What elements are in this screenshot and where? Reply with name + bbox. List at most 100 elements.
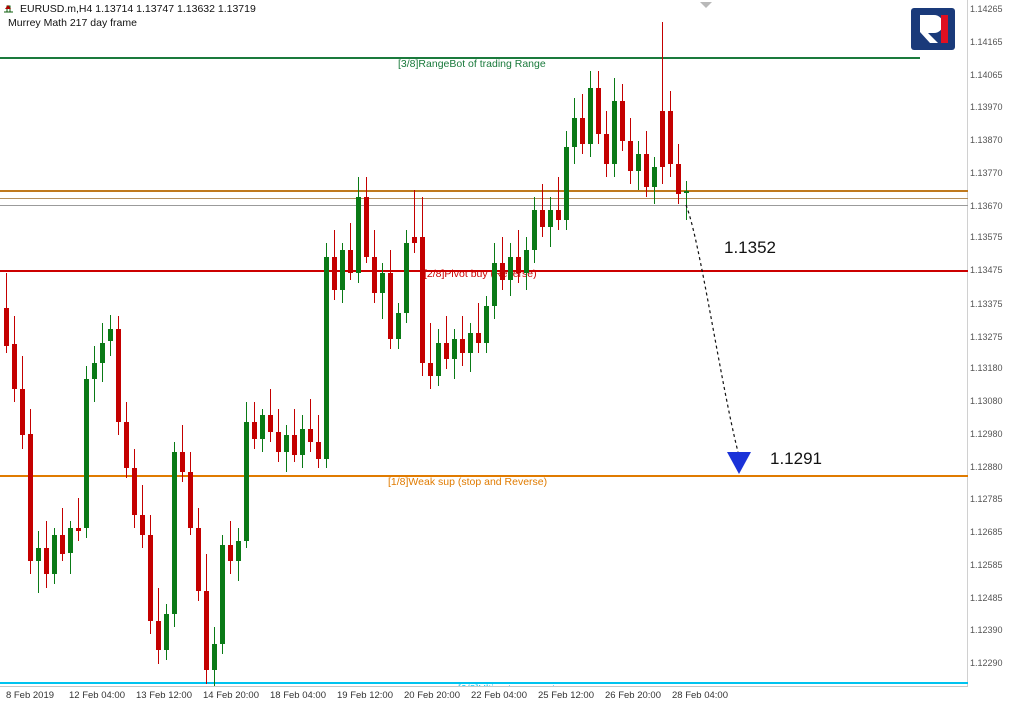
candle-body	[684, 190, 689, 193]
price-axis-tick: 1.12290	[970, 657, 1003, 668]
price-axis-tick: 1.13575	[970, 232, 1003, 243]
candle-body	[660, 110, 665, 168]
candle-body	[548, 210, 553, 227]
candle-body	[108, 329, 113, 341]
price-axis-tick: 1.12980	[970, 429, 1003, 440]
candle-body	[204, 590, 209, 671]
time-axis-tick: 8 Feb 2019	[5, 690, 55, 701]
level-label-weak-support: [1/8]Weak sup (stop and Reverse)	[388, 476, 548, 488]
symbol-icon	[4, 5, 13, 13]
price-axis-tick: 1.12485	[970, 593, 1003, 604]
candle-body	[364, 197, 369, 257]
level-line-weak-support	[0, 475, 968, 477]
candle-body	[492, 263, 497, 307]
chart-header: EURUSD.m,H4 1.13714 1.13747 1.13632 1.13…	[0, 0, 968, 30]
candle-body	[572, 117, 577, 148]
candle-body	[92, 362, 97, 380]
indicator-name-line: Murrey Math 217 day frame	[8, 17, 137, 29]
candle-body	[508, 256, 513, 280]
candle-body	[36, 547, 41, 562]
candle-wick	[318, 415, 319, 469]
candle-body	[484, 306, 489, 343]
candle-body	[460, 339, 465, 353]
candle-wick	[478, 302, 479, 353]
candle-wick	[662, 21, 663, 184]
price-axis-tick: 1.13275	[970, 331, 1003, 342]
symbol-quote-line: EURUSD.m,H4 1.13714 1.13747 1.13632 1.13…	[20, 3, 256, 15]
candle-body	[260, 415, 265, 439]
price-axis-tick: 1.12685	[970, 526, 1003, 537]
candle-body	[316, 441, 321, 459]
candle-wick	[414, 190, 415, 254]
candle-wick	[558, 177, 559, 231]
candle-body	[268, 415, 273, 433]
price-axis-tick: 1.13180	[970, 363, 1003, 374]
candle-wick	[310, 398, 311, 452]
candle-body	[388, 273, 393, 340]
candle-body	[556, 210, 561, 221]
price-axis-tick: 1.14165	[970, 37, 1003, 48]
time-axis-tick: 28 Feb 04:00	[672, 690, 728, 701]
candle-body	[68, 528, 73, 553]
candle-body	[300, 428, 305, 456]
price-axis-tick: 1.13970	[970, 101, 1003, 112]
candle-body	[644, 153, 649, 188]
candle-body	[636, 153, 641, 171]
time-axis-tick: 18 Feb 04:00	[270, 690, 326, 701]
candle-wick	[78, 498, 79, 542]
time-axis-tick: 13 Feb 12:00	[136, 690, 192, 701]
candle-body	[228, 544, 233, 562]
time-axis-tick: 20 Feb 20:00	[404, 690, 460, 701]
level-line-resistance-band	[0, 190, 968, 192]
candle-body	[172, 451, 177, 615]
candle-body	[164, 614, 169, 651]
level-line-pivot-buy	[0, 270, 968, 272]
candle-body	[580, 117, 585, 145]
candle-body	[668, 110, 673, 164]
price-axis-tick: 1.12390	[970, 624, 1003, 635]
candle-body	[436, 342, 441, 376]
candle-body	[420, 236, 425, 363]
candle-body	[4, 307, 9, 346]
candle-body	[340, 249, 345, 290]
time-axis-tick: 14 Feb 20:00	[203, 690, 259, 701]
candle-body	[332, 256, 337, 290]
price-axis-tick: 1.13080	[970, 396, 1003, 407]
time-axis-tick: 26 Feb 20:00	[605, 690, 661, 701]
price-axis[interactable]: 1.14265 1.14165 1.14065 1.13970 1.13870 1.137…	[968, 0, 1014, 710]
candle-body	[20, 388, 25, 436]
candle-body	[380, 273, 385, 293]
time-axis-tick: 19 Feb 12:00	[337, 690, 393, 701]
time-axis-tick: 25 Feb 12:00	[538, 690, 594, 701]
candle-body	[404, 243, 409, 313]
broker-logo	[911, 8, 955, 50]
candle-body	[132, 468, 137, 515]
candle-body	[284, 435, 289, 452]
candle-body	[588, 87, 593, 145]
candle-body	[12, 344, 17, 389]
candle-wick	[430, 322, 431, 389]
candle-body	[564, 147, 569, 221]
candle-body	[500, 263, 505, 280]
candle-body	[180, 451, 185, 472]
annotation-target-1: 1.1352	[724, 238, 776, 257]
annotation-target-2: 1.1291	[770, 449, 822, 468]
chart-object-marker-icon	[700, 2, 712, 8]
candle-body	[612, 101, 617, 164]
candle-wick	[518, 230, 519, 284]
chart-plot-area[interactable]: EURUSD.m,H4 1.13714 1.13747 1.13632 1.13…	[0, 0, 968, 711]
candle-body	[212, 643, 217, 671]
time-axis: 8 Feb 2019 12 Feb 04:00 13 Feb 12:00 14 Feb…	[0, 686, 968, 711]
candle-body	[52, 534, 57, 575]
level-label-rangebot: [3/8]RangeBot of trading Range	[398, 58, 546, 70]
candle-body	[524, 249, 529, 274]
candle-body	[348, 249, 353, 274]
candle-body	[652, 167, 657, 188]
candle-wick	[270, 388, 271, 442]
candle-body	[452, 339, 457, 360]
candle-body	[532, 210, 537, 250]
level-line-current-price	[0, 205, 968, 206]
candle-body	[188, 471, 193, 528]
level-line-rangebot	[0, 57, 920, 59]
candle-body	[124, 422, 129, 469]
